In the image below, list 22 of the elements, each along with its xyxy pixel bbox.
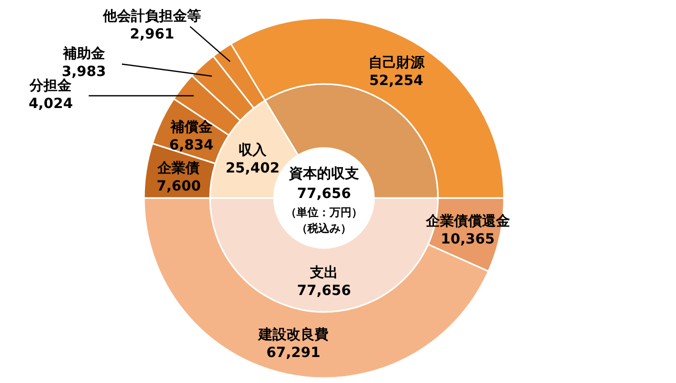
slice-label: 補助金 — [62, 45, 106, 62]
data-label: 67,291 — [266, 344, 320, 361]
data-label: 52,254 — [369, 72, 424, 89]
data-label: 4,024 — [28, 96, 74, 112]
slice-label: 分担金 — [28, 78, 73, 94]
data-label: 25,402 — [226, 160, 280, 177]
slice-label: 収入 — [238, 142, 268, 159]
data-label: 2,961 — [130, 26, 174, 43]
slice-label: 支出 — [309, 265, 338, 281]
slice-label: 企業債 — [156, 160, 200, 176]
text: 資本的収支 — [288, 166, 359, 182]
data-label: 7,600 — [156, 178, 202, 194]
text: （単位：万円） — [286, 206, 362, 219]
text: 77,656 — [296, 186, 352, 202]
data-label: 6,834 — [169, 138, 214, 154]
slice-label: 自己財源 — [368, 54, 426, 71]
slice-label: 他会計負担金等 — [102, 8, 202, 25]
slice-label: 建設改良費 — [257, 326, 328, 343]
data-label: 77,656 — [296, 283, 352, 299]
slice-label: 補償金 — [169, 118, 214, 136]
data-label: 10,365 — [440, 232, 495, 248]
text: （税込み） — [296, 222, 352, 235]
